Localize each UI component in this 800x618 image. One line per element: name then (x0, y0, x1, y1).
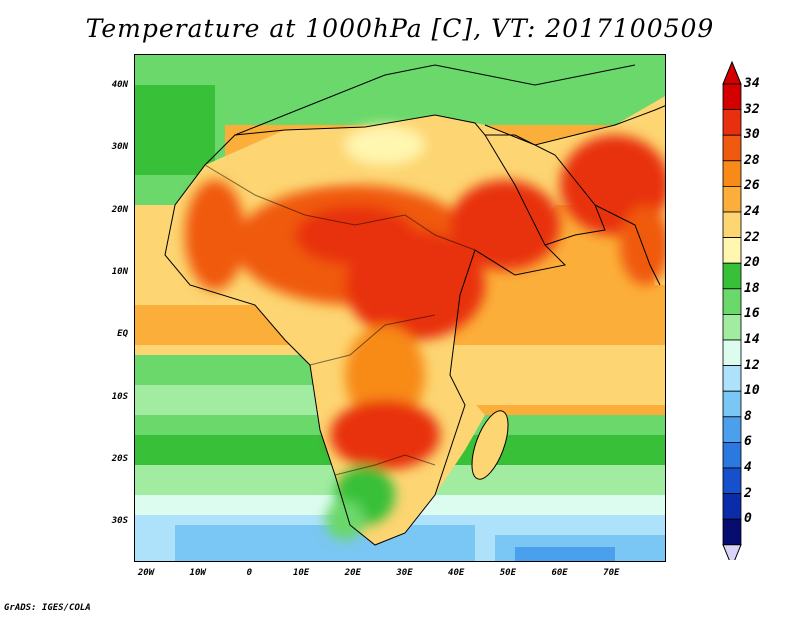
colorbar-tick-label: 30 (744, 127, 760, 143)
colorbar-tick-label: 16 (744, 306, 760, 322)
colorbar-swatch (722, 493, 742, 520)
lat-tick-label: 40N (111, 80, 128, 90)
lon-tick-label: 10W (189, 568, 206, 578)
colorbar-tick-label: 34 (744, 76, 760, 91)
lat-tick-label: 10N (111, 266, 128, 277)
colorbar-tick-label: 24 (744, 204, 760, 219)
colorbar-tick-label: 10 (744, 383, 760, 399)
lon-tick-label: 50E (499, 568, 517, 578)
lon-tick-label: 70E (603, 568, 620, 578)
colorbar-swatch (722, 518, 742, 546)
lat-tick-label: 30N (111, 142, 128, 153)
lon-tick-label: 0 (246, 568, 253, 578)
colorbar-swatch (722, 288, 742, 315)
colorbar-swatch (722, 186, 742, 213)
colorbar-under-arrow (722, 544, 742, 560)
map-title: Temperature at 1000hPa [C], VT: 20171005… (85, 14, 715, 43)
land-field (165, 96, 665, 545)
colorbar-swatch (722, 211, 742, 239)
colorbar-tick-label: 32 (744, 101, 760, 117)
colorbar-over-arrow (722, 60, 742, 85)
lon-tick-label: 10E (292, 568, 310, 578)
lat-tick-label: 30S (111, 516, 128, 527)
coastlines (164, 64, 665, 546)
colorbar-tick-label: 0 (744, 511, 752, 527)
lat-tick-label: 20S (111, 453, 128, 464)
colorbar-swatch (722, 262, 742, 290)
colorbar-tick-label: 28 (744, 152, 760, 168)
lon-tick-label: 20E (344, 568, 361, 578)
colorbar-tick-label: 20 (744, 255, 760, 271)
colorbar-swatch (722, 390, 742, 418)
colorbar-swatch (722, 134, 742, 162)
colorbar-swatch (722, 416, 742, 443)
colorbar-tick-label: 4 (744, 460, 752, 475)
colorbar-tick-label: 22 (744, 229, 760, 245)
lon-tick-label: 20W (137, 568, 155, 578)
colorbar-tick-label: 2 (744, 485, 752, 501)
colorbar-swatch (722, 339, 742, 367)
lat-tick-label: 20N (111, 204, 128, 215)
lat-tick-label: 10S (111, 391, 128, 402)
colorbar (722, 60, 742, 560)
colorbar-tick-label: 14 (744, 332, 760, 347)
lon-tick-label: 40E (448, 568, 465, 578)
lon-tick-label: 30E (396, 568, 413, 578)
colorbar-tick-label: 26 (744, 178, 760, 194)
colorbar-tick-label: 6 (744, 434, 752, 450)
madagascar (471, 410, 509, 480)
colorbar-swatch (722, 83, 742, 111)
lon-tick-label: 60E (551, 568, 568, 578)
grads-credit: GrADS: IGES/COLA (4, 603, 91, 613)
colorbar-swatch (722, 313, 742, 341)
lat-tick-label: EQ (117, 329, 128, 340)
colorbar-swatch (722, 160, 742, 187)
colorbar-swatch (722, 237, 742, 264)
colorbar-swatch (722, 467, 742, 495)
temperature-field (135, 55, 665, 561)
temperature-map (134, 54, 666, 562)
colorbar-swatch (722, 365, 742, 392)
colorbar-swatch (722, 109, 742, 136)
colorbar-tick-label: 18 (744, 280, 760, 296)
colorbar-tick-label: 12 (744, 357, 760, 373)
colorbar-swatch (722, 441, 742, 469)
colorbar-tick-label: 8 (744, 408, 752, 424)
